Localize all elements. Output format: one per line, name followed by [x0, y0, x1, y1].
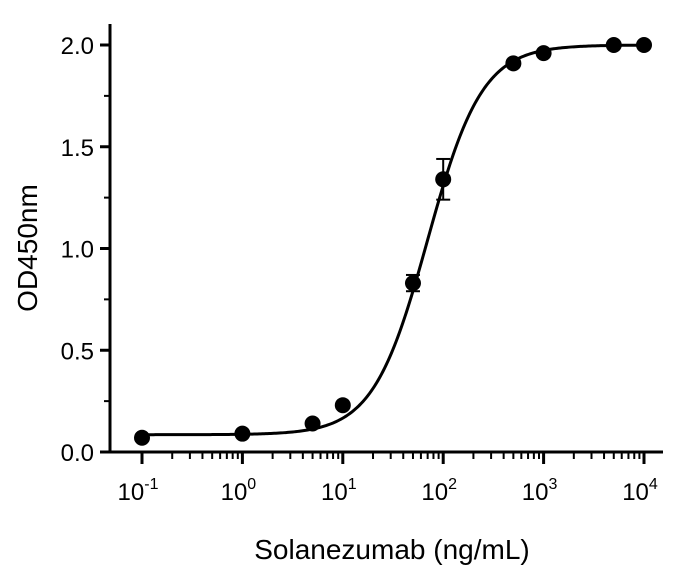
x-axis-title: Solanezumab (ng/mL)	[254, 534, 529, 565]
y-axis-ticks: 0.0 0.5 1.0 1.5 2.0	[61, 33, 110, 467]
x-axis-ticks: 10-1 100 101 102 103 104	[118, 452, 658, 506]
x-tick-label: 100	[221, 476, 257, 506]
data-point	[134, 429, 150, 446]
data-point	[334, 397, 351, 414]
x-tick-label: 101	[321, 476, 357, 506]
y-axis-title: OD450nm	[12, 184, 43, 312]
data-point	[605, 37, 622, 53]
x-tick-label: 103	[522, 476, 558, 506]
y-tick-label: 2.0	[61, 33, 94, 60]
data-point	[636, 37, 652, 53]
x-tick-label: 10-1	[118, 476, 159, 506]
y-tick-label: 0.0	[61, 440, 94, 467]
data-points-layer	[134, 37, 652, 446]
data-point	[404, 275, 421, 292]
y-tick-label: 1.0	[61, 237, 94, 264]
fit-curve-line	[142, 43, 645, 437]
x-tick-label: 104	[622, 476, 658, 506]
y-tick-label: 0.5	[61, 338, 94, 365]
data-point	[535, 45, 552, 62]
data-point	[435, 171, 452, 188]
y-tick-label: 1.5	[61, 135, 94, 162]
data-point	[505, 55, 522, 72]
fit-curve-layer	[142, 43, 645, 437]
data-point	[234, 425, 251, 442]
x-tick-label: 102	[421, 476, 457, 506]
data-point	[304, 415, 321, 432]
